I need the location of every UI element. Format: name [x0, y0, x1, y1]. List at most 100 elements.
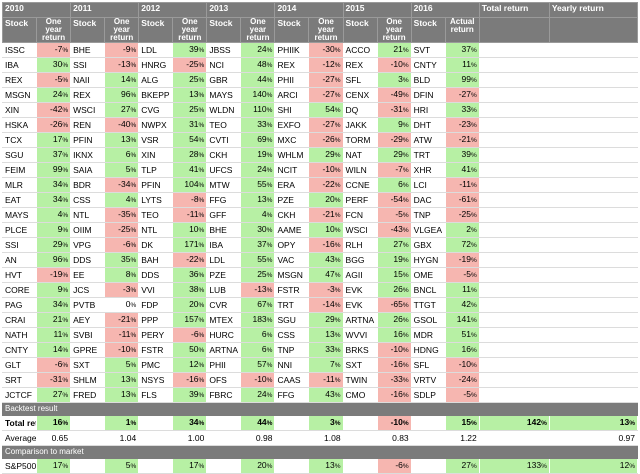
one-year-return-value: -16: [390, 389, 403, 399]
one-year-return-value: 104: [184, 179, 199, 189]
stock-ticker: WLDN: [206, 102, 242, 118]
stock-ticker: BHE: [70, 42, 106, 58]
empty-cell: [410, 458, 446, 474]
one-year-return-value: 41: [189, 164, 199, 174]
one-year-return-value: -21: [118, 314, 131, 324]
one-year-return: 6%: [240, 327, 276, 343]
year-total-return-value: 1: [125, 417, 131, 427]
percent-sign: %: [266, 167, 273, 174]
one-year-return: -27%: [308, 87, 344, 103]
percent-sign: %: [62, 107, 69, 114]
one-year-return-value: -7: [395, 164, 403, 174]
percent-sign: %: [62, 420, 69, 427]
one-year-return: -23%: [444, 117, 480, 133]
one-year-return-value: 14: [120, 74, 131, 84]
stock-ticker: FRED: [70, 387, 106, 403]
one-year-return: -49%: [376, 87, 412, 103]
stock-ticker: NNI: [274, 357, 310, 373]
stock-ticker: SXT: [70, 357, 106, 373]
percent-sign: %: [402, 182, 409, 189]
percent-sign: %: [266, 257, 273, 264]
one-year-return: 157%: [172, 312, 208, 328]
one-year-return: 11%: [36, 327, 72, 343]
year-sp500-return-value: -6: [395, 460, 403, 470]
percent-sign: %: [130, 332, 137, 339]
percent-sign: %: [402, 420, 409, 427]
year-sp500-return-value: 17: [52, 460, 63, 470]
one-year-return: -54%: [376, 192, 412, 208]
percent-sign: %: [334, 182, 341, 189]
one-year-return-value: -31: [390, 104, 403, 114]
empty-cell: [70, 415, 106, 431]
one-year-return: -10%: [376, 57, 412, 73]
stock-ticker: WSCI: [70, 102, 106, 118]
percent-sign: %: [62, 62, 69, 69]
percent-sign: %: [198, 62, 205, 69]
table-row: PAG 34% PVTB 0% FDP 20% CVR 67% TRT -14% EVK -65% TT…: [1, 297, 639, 313]
percent-sign: %: [266, 302, 273, 309]
one-year-return-value: 99: [461, 74, 471, 84]
one-year-return: 13%: [308, 327, 344, 343]
year-sp500-return: 27%: [444, 458, 480, 474]
stock-ticker: EVK: [342, 297, 378, 313]
percent-sign: %: [470, 317, 477, 324]
stock-ticker: AGII: [342, 267, 378, 283]
one-year-return-value: 5: [125, 359, 131, 369]
one-year-return-value: 33: [325, 344, 335, 354]
empty-cell: [478, 372, 550, 388]
percent-sign: %: [198, 332, 205, 339]
percent-sign: %: [266, 332, 273, 339]
one-year-return: -12%: [308, 57, 344, 73]
stock-ticker: BAH: [138, 252, 174, 268]
stock-ticker: CVG: [138, 102, 174, 118]
stock-ticker: DAC: [410, 192, 446, 208]
one-year-return: 8%: [104, 267, 140, 283]
stock-ticker: SVT: [410, 42, 446, 58]
empty-cell: [478, 297, 550, 313]
one-year-return-value: 43: [325, 389, 335, 399]
year-average-beta: 1.22: [444, 430, 480, 446]
one-year-return-value: -11: [186, 209, 199, 219]
empty-cell: [548, 87, 639, 103]
table-row: NATH 11% SVBI -11% PERY -6% HURC 6% CSS 13% WVVI 16…: [1, 327, 639, 343]
percent-sign: %: [198, 463, 205, 470]
one-year-return: -27%: [308, 72, 344, 88]
percent-sign: %: [130, 347, 137, 354]
one-year-return: 48%: [240, 57, 276, 73]
percent-sign: %: [334, 287, 341, 294]
stock-ticker: PZE: [206, 267, 242, 283]
stock-ticker: SFL: [410, 357, 446, 373]
percent-sign: %: [402, 62, 409, 69]
one-year-return: -25%: [172, 57, 208, 73]
percent-sign: %: [198, 92, 205, 99]
stock-ticker: IKNX: [70, 147, 106, 163]
empty-cell: [478, 430, 550, 446]
one-year-return: -30%: [308, 42, 344, 58]
percent-sign: %: [198, 287, 205, 294]
stock-ticker: SSI: [1, 237, 38, 253]
one-year-return: 0%: [104, 297, 140, 313]
stock-ticker: GPRE: [70, 342, 106, 358]
empty-cell: [548, 252, 639, 268]
stock-ticker: VRTV: [410, 372, 446, 388]
overall-total-return: 142%: [478, 415, 550, 431]
stock-ticker: MSGN: [1, 87, 38, 103]
stock-ticker: HYGN: [410, 252, 446, 268]
table-row: CORE 9% JCS -3% VVI 38% LUB -13% FSTR -3% EVK 26% BN…: [1, 282, 639, 298]
percent-sign: %: [470, 182, 477, 189]
one-year-return-value: 16: [393, 329, 403, 339]
percent-sign: %: [470, 362, 477, 369]
return-column-header: One year return: [36, 17, 72, 43]
percent-sign: %: [198, 47, 205, 54]
stock-ticker: LCI: [410, 177, 446, 193]
percent-sign: %: [470, 227, 477, 234]
one-year-return: -5%: [376, 207, 412, 223]
one-year-return: 38%: [172, 282, 208, 298]
percent-sign: %: [62, 242, 69, 249]
stock-ticker: UFCS: [206, 162, 242, 178]
year-total-return: 15%: [444, 415, 480, 431]
one-year-return: 39%: [172, 387, 208, 403]
one-year-return-value: 25: [189, 104, 199, 114]
empty-cell: [548, 237, 639, 253]
percent-sign: %: [62, 392, 69, 399]
